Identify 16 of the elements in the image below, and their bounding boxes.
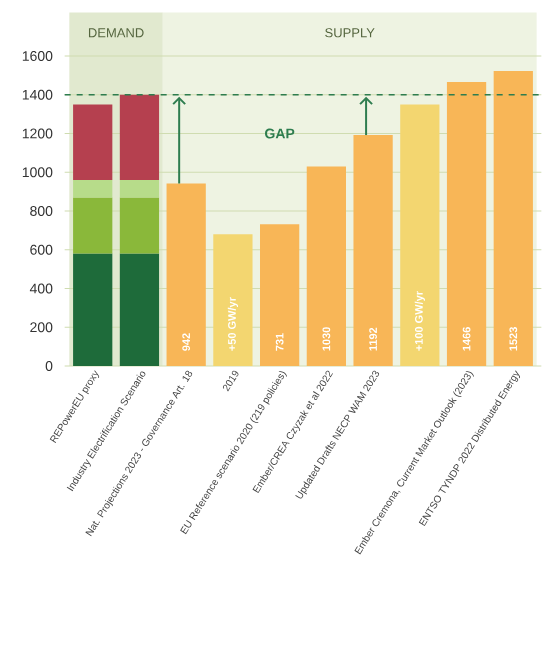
bar	[446, 81, 487, 366]
bar	[260, 224, 300, 366]
bar	[73, 253, 113, 366]
bar	[353, 135, 393, 366]
bar	[73, 197, 113, 254]
bar	[400, 104, 440, 366]
bar	[119, 253, 160, 366]
bar	[119, 197, 160, 254]
bar	[213, 234, 253, 366]
bar	[73, 180, 113, 198]
bar	[119, 180, 160, 198]
bar	[306, 166, 346, 366]
bar	[166, 183, 206, 366]
bar	[119, 94, 160, 180]
bar	[493, 70, 533, 366]
bar	[73, 104, 113, 180]
